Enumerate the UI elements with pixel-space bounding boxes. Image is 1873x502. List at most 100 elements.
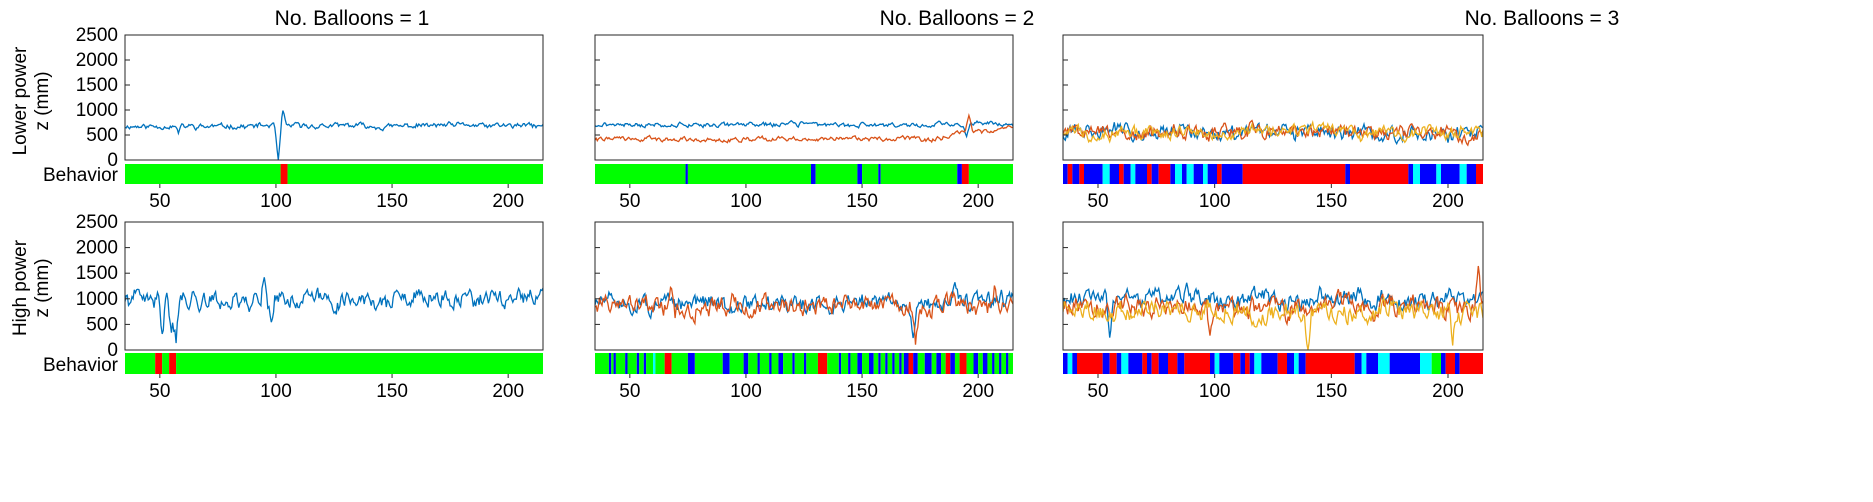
behavior-segment-r2c3-2 — [1067, 353, 1073, 374]
behavior-segment-r2c2-63 — [973, 353, 979, 374]
axes-box-r1c1 — [124, 34, 544, 161]
behavior-segment-r2c2-33 — [827, 353, 839, 374]
behavior-segment-r1c2-2 — [685, 164, 688, 184]
behavior-segment-r2c2-2 — [608, 353, 612, 374]
behavior-segment-r2c3-3 — [1072, 353, 1077, 374]
behavior-segment-r2c1-1 — [125, 353, 156, 374]
series-group-r2c2 — [595, 282, 1013, 345]
series-group-r1c3 — [1063, 119, 1483, 147]
behavior-segment-r2c2-60 — [954, 353, 960, 374]
behavior-segment-r1c1-3 — [287, 164, 543, 184]
behavior-segment-r2c2-14 — [664, 353, 672, 374]
row-label-high-power: High power z (mm) — [10, 239, 53, 336]
panel-r1c3: 50 100 150 200 — [1062, 34, 1484, 212]
behavior-segment-r2c3-23 — [1249, 353, 1255, 374]
x-tick-label-r2c2-100: 100 — [730, 381, 762, 402]
behavior-segment-r1c1-2 — [280, 164, 288, 184]
x-tick-label-r1c2-200: 200 — [962, 191, 994, 212]
series-line-r2c1-1 — [125, 277, 543, 344]
row-label-high-power-line1: High power — [10, 239, 31, 336]
behavior-segment-r2c3-39 — [1445, 353, 1455, 374]
behavior-segment-r1c2-8 — [878, 164, 881, 184]
row-label-lower-power: Lower power z (mm) — [10, 46, 53, 155]
y-tick-label-r2c1-500: 500 — [86, 314, 118, 335]
behavior-segment-r2c3-7 — [1116, 353, 1122, 374]
series-group-r2c3 — [1063, 265, 1483, 350]
x-tick-label-r1c2-50: 50 — [619, 191, 640, 212]
behavior-segment-r1c2-11 — [961, 164, 969, 184]
behavior-segment-r1c2-5 — [815, 164, 858, 184]
behavior-segment-r2c3-1 — [1063, 353, 1068, 374]
behavior-segment-r2c3-8 — [1121, 353, 1129, 374]
behavior-segment-r2c2-46 — [892, 353, 895, 374]
behavior-segment-r2c3-37 — [1431, 353, 1441, 374]
behavior-segment-r2c3-40 — [1455, 353, 1460, 374]
behavior-segment-r2c2-5 — [615, 353, 626, 374]
behavior-segment-r2c3-16 — [1184, 353, 1210, 374]
y-tick-label-r1c1-1500: 1500 — [76, 75, 118, 96]
x-tick-label-r1c1-200: 200 — [492, 191, 524, 212]
behavior-segment-r1c3-18 — [1186, 164, 1194, 184]
behavior-segment-r1c2-1 — [595, 164, 686, 184]
series-line-r2c3-2 — [1063, 265, 1483, 336]
y-tick-label-r2c1-1000: 1000 — [76, 289, 118, 310]
behavior-segment-r2c2-30 — [804, 353, 807, 374]
behavior-segment-r2c2-38 — [857, 353, 863, 374]
behavior-segment-r2c1-3 — [162, 353, 170, 374]
behavior-bar-r2c1 — [125, 353, 544, 374]
series-line-r2c3-1 — [1063, 282, 1483, 338]
behavior-segment-r1c3-31 — [1441, 164, 1460, 184]
x-tick-label-r2c1-50: 50 — [149, 381, 170, 402]
x-tick-label-r2c2-200: 200 — [962, 381, 994, 402]
behavior-segment-r2c2-21 — [748, 353, 758, 374]
series-group-r1c2 — [595, 112, 1013, 144]
x-tick-label-r2c3-200: 200 — [1432, 381, 1464, 402]
behavior-segment-r2c2-67 — [992, 353, 995, 374]
y-tick-label-r2c1-0: 0 — [107, 340, 118, 361]
behavior-segment-r2c3-20 — [1233, 353, 1241, 374]
series-line-r1c2-1 — [595, 119, 1013, 139]
behavior-bar-r1c3 — [1063, 164, 1483, 184]
behavior-segment-r2c2-6 — [625, 353, 628, 374]
behavior-segment-r1c3-34 — [1476, 164, 1483, 184]
behavior-segment-r2c2-18 — [722, 353, 730, 374]
behavior-segment-r2c2-53 — [917, 353, 925, 374]
behavior-segment-r2c2-49 — [901, 353, 904, 374]
behavior-segment-r2c3-12 — [1151, 353, 1159, 374]
behavior-segment-r2c3-38 — [1441, 353, 1446, 374]
behavior-segment-r2c3-22 — [1245, 353, 1250, 374]
behavior-segment-r2c3-19 — [1219, 353, 1234, 374]
behavior-segment-r2c2-51 — [908, 353, 914, 374]
behavior-segment-r2c2-24 — [769, 353, 772, 374]
x-tick-label-r1c3-150: 150 — [1315, 191, 1347, 212]
behavior-segment-r2c2-66 — [987, 353, 993, 374]
behavior-segment-r2c3-32 — [1361, 353, 1367, 374]
x-tick-label-r1c2-100: 100 — [730, 191, 762, 212]
behavior-segment-r1c3-23 — [1221, 164, 1243, 184]
behavior-segment-r2c2-37 — [850, 353, 858, 374]
behavior-segment-r1c3-29 — [1420, 164, 1437, 184]
behavior-segment-r2c3-26 — [1277, 353, 1287, 374]
title-balloons-3: No. Balloons = 3 — [1465, 7, 1620, 30]
behavior-segment-r2c3-36 — [1420, 353, 1432, 374]
behavior-segment-r2c2-69 — [999, 353, 1002, 374]
behavior-segment-r2c2-8 — [636, 353, 640, 374]
x-tick-label-r2c1-200: 200 — [492, 381, 524, 402]
behavior-segment-r2c2-34 — [838, 353, 842, 374]
axes-box-r2c1 — [124, 221, 544, 351]
behavior-bar-r2c3 — [1063, 353, 1483, 374]
behavior-segment-r2c2-48 — [899, 353, 902, 374]
series-line-r1c2-2 — [595, 112, 1013, 144]
behavior-segment-r2c2-62 — [966, 353, 974, 374]
behavior-segment-r2c2-59 — [950, 353, 955, 374]
behavior-segment-r1c3-19 — [1193, 164, 1203, 184]
behavior-segment-r2c1-2 — [155, 353, 163, 374]
behavior-segment-r2c3-34 — [1378, 353, 1390, 374]
x-tick-label-r1c3-100: 100 — [1199, 191, 1231, 212]
behavior-segment-r2c3-18 — [1214, 353, 1220, 374]
behavior-segment-r1c3-14 — [1158, 164, 1171, 184]
series-line-r2c3-3 — [1063, 295, 1483, 350]
behavior-segment-r1c2-7 — [862, 164, 879, 184]
row-label-lower-power-line2: z (mm) — [32, 71, 53, 130]
x-tick-label-r1c1-50: 50 — [149, 191, 170, 212]
